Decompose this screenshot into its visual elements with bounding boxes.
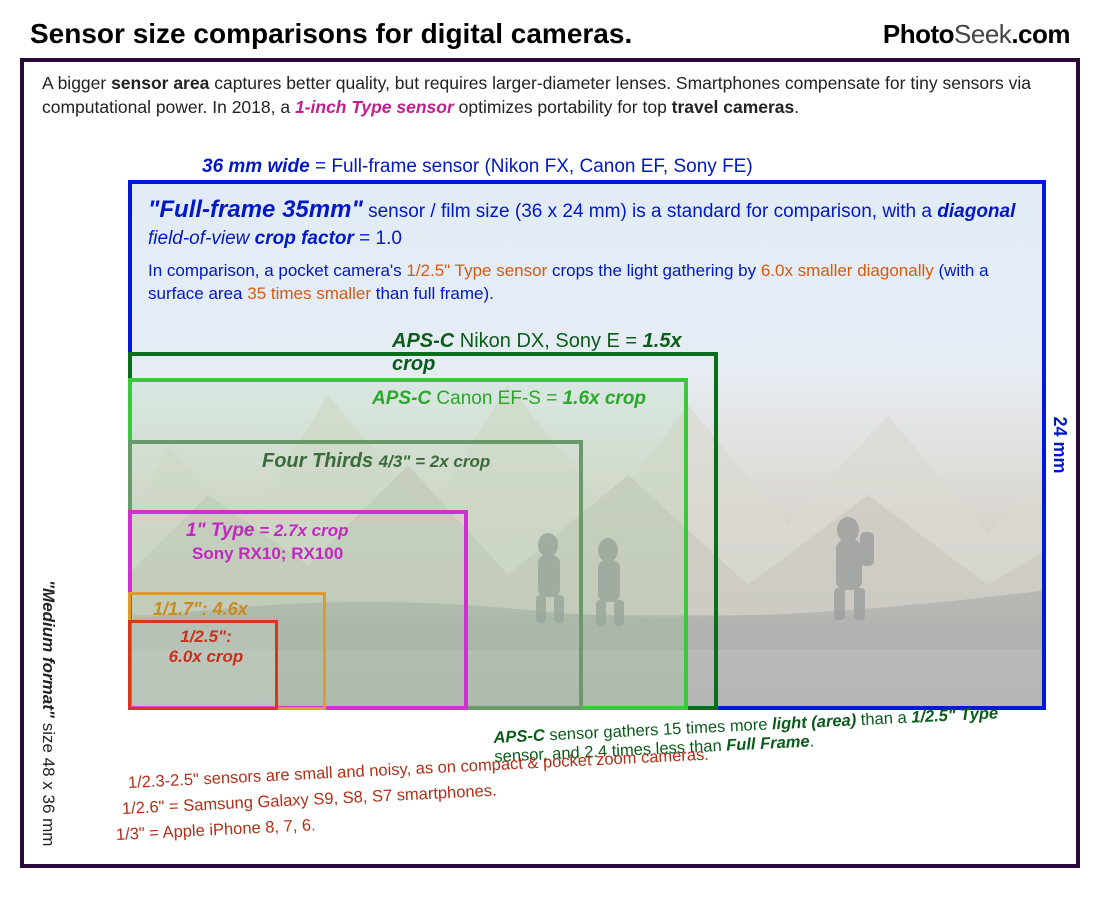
one-seg: 1" Type bbox=[186, 520, 255, 541]
ft-seg: 2x crop bbox=[430, 452, 490, 471]
note-seg: APS-C bbox=[493, 727, 545, 747]
logo-part-2: Seek bbox=[954, 19, 1011, 49]
apsc-seg: APS-C bbox=[372, 388, 431, 409]
ff-seg: 35 times smaller bbox=[247, 284, 371, 303]
note-seg: than a bbox=[856, 709, 912, 730]
ff-seg: 6.0x smaller diagonally bbox=[761, 261, 934, 280]
ff-seg: crop factor bbox=[255, 228, 354, 249]
ff-seg: diagonal bbox=[937, 201, 1015, 222]
logo-part-3: .com bbox=[1011, 19, 1070, 49]
ft-seg: Four Thirds bbox=[262, 450, 379, 472]
sensor-diagram: "Medium format" size 48 x 36 mm bbox=[24, 142, 1076, 864]
ff-seg: field-of-view bbox=[148, 228, 255, 249]
ff-seg: than full frame). bbox=[371, 284, 494, 303]
intro-highlight: 1-inch Type sensor bbox=[295, 97, 454, 117]
page-title: Sensor size comparisons for digital came… bbox=[30, 18, 632, 50]
diagram-frame: A bigger sensor area captures better qua… bbox=[20, 58, 1080, 868]
brand-logo: PhotoSeek.com bbox=[883, 19, 1070, 50]
footer-notes: APS-C sensor gathers 15 times more light… bbox=[114, 729, 1046, 852]
logo-part-1: Photo bbox=[883, 19, 954, 49]
ff-width-desc: = Full-frame sensor (Nikon FX, Canon EF,… bbox=[310, 156, 753, 177]
sensor-1-2-5-label: 1/2.5": 6.0x crop bbox=[143, 627, 269, 668]
note-seg: 1/2.5" Type bbox=[911, 704, 999, 726]
s25-seg: 6.0x crop bbox=[169, 647, 244, 666]
intro-seg: . bbox=[794, 97, 799, 117]
ft-seg: 4/3" = bbox=[379, 452, 430, 471]
full-frame-width-label: 36 mm wide = Full-frame sensor (Nikon FX… bbox=[202, 156, 753, 178]
intro-seg: travel cameras bbox=[672, 97, 795, 117]
ff-seg: sensor / film size (36 x 24 mm) is a sta… bbox=[363, 201, 937, 222]
medium-format-name: "Medium format" bbox=[39, 580, 58, 718]
ff-comparison-note: In comparison, a pocket camera's 1/2.5" … bbox=[148, 260, 1026, 306]
ff-seg: In comparison, a pocket camera's bbox=[148, 261, 406, 280]
ff-width-value: 36 mm wide bbox=[202, 156, 310, 177]
apsc-nikon-label: APS-C Nikon DX, Sony E = 1.5x crop bbox=[392, 330, 714, 376]
full-frame-height-label: 24 mm bbox=[1049, 416, 1070, 473]
one-inch-examples: Sony RX10; RX100 bbox=[192, 544, 343, 564]
intro-seg: sensor area bbox=[111, 73, 209, 93]
sensor-1-2-5: 1/2.5": 6.0x crop bbox=[128, 620, 278, 710]
apsc-canon-label: APS-C Canon EF-S = 1.6x crop bbox=[372, 388, 646, 410]
ff-seg: crops the light gathering by bbox=[547, 261, 761, 280]
ff-lead: "Full-frame 35mm" bbox=[148, 196, 363, 223]
sensor-stage: 36 mm wide = Full-frame sensor (Nikon FX… bbox=[128, 180, 1048, 710]
note-seg: light (area) bbox=[772, 711, 857, 733]
apsc-seg: Canon EF-S = bbox=[431, 388, 562, 409]
s25-seg: 1/2.5": bbox=[180, 627, 232, 646]
four-thirds-label: Four Thirds 4/3" = 2x crop bbox=[262, 450, 490, 473]
intro-seg: optimizes portability for top bbox=[454, 97, 672, 117]
full-frame-description: "Full-frame 35mm" sensor / film size (36… bbox=[148, 194, 1026, 306]
medium-format-size: size 48 x 36 mm bbox=[39, 718, 58, 847]
medium-format-label: "Medium format" size 48 x 36 mm bbox=[38, 580, 58, 846]
intro-text: A bigger sensor area captures better qua… bbox=[24, 62, 1076, 125]
ff-seg: = 1.0 bbox=[354, 228, 402, 249]
apsn-seg: APS-C bbox=[392, 330, 454, 352]
ff-seg: 1/2.5" Type sensor bbox=[406, 261, 547, 280]
apsn-seg: Nikon DX, Sony E = bbox=[454, 330, 642, 352]
apsc-seg: 1.6x crop bbox=[563, 388, 646, 409]
one-seg: = 2.7x crop bbox=[255, 521, 349, 540]
intro-seg: A bigger bbox=[42, 73, 111, 93]
one-inch-label: 1" Type = 2.7x crop bbox=[186, 520, 349, 542]
sensor-1-1-7-label: 1/1.7": 4.6x bbox=[153, 599, 248, 620]
